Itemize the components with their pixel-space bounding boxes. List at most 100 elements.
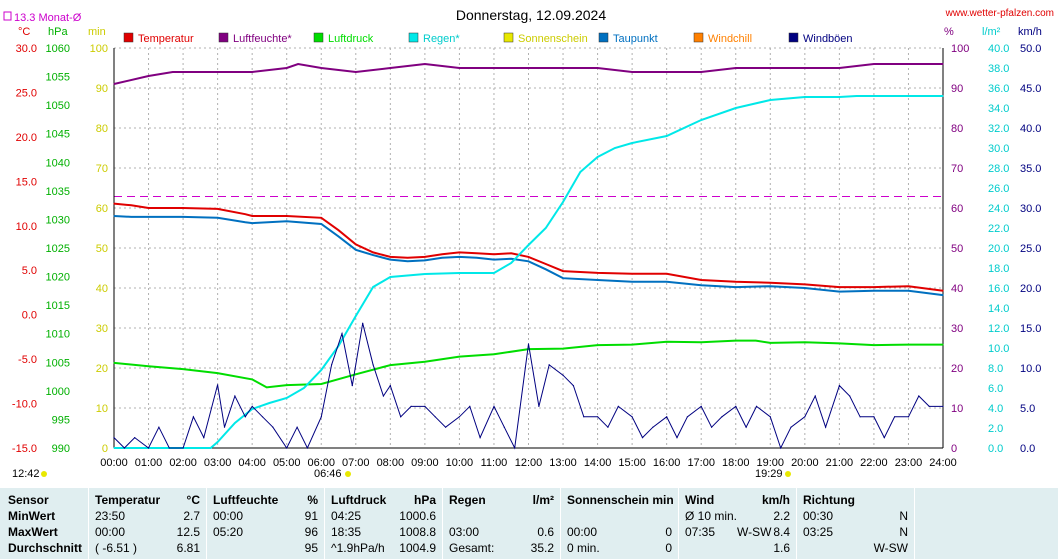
- tick-label-wind: 10.0: [1020, 363, 1041, 375]
- data-point: [614, 147, 616, 149]
- data-point: [458, 256, 460, 258]
- data-point: [158, 426, 160, 428]
- tick-label-pressure: 1050: [46, 100, 70, 112]
- data-point: [113, 215, 115, 217]
- data-point: [476, 257, 478, 259]
- data-point: [503, 426, 505, 428]
- tick-label-time: 18:00: [722, 457, 750, 469]
- tick-label-percent: 60: [951, 203, 963, 215]
- data-point: [389, 364, 391, 366]
- data-point: [676, 437, 678, 439]
- tick-label-pressure: 995: [52, 414, 70, 426]
- data-point: [873, 63, 875, 65]
- data-point: [389, 67, 391, 69]
- data-point: [251, 408, 253, 410]
- data-point: [562, 374, 564, 376]
- tick-label-time: 03:00: [204, 457, 232, 469]
- sunrise-time: 06:46: [314, 468, 342, 480]
- website-link[interactable]: www.wetter-pfalzen.com: [945, 8, 1054, 19]
- tick-label-time: 09:00: [411, 457, 439, 469]
- data-point: [527, 256, 530, 258]
- tick-label-pressure: 1030: [46, 214, 70, 226]
- data-point: [434, 416, 436, 418]
- header-sun: Sonnenschein min: [567, 493, 674, 507]
- data-point: [942, 290, 944, 292]
- table-cell-hum-val: 95: [304, 541, 318, 555]
- data-point: [631, 344, 633, 346]
- data-point: [631, 416, 633, 418]
- tick-label-time: 24:00: [929, 457, 957, 469]
- unit-percent: %: [944, 26, 954, 38]
- data-point: [769, 67, 771, 69]
- data-point: [873, 286, 875, 288]
- table-cell-dir-val: N: [899, 525, 908, 539]
- chart-grid: [113, 47, 944, 449]
- data-point: [123, 447, 125, 449]
- data-point: [362, 322, 364, 324]
- data-point: [458, 67, 460, 69]
- data-point: [337, 235, 340, 237]
- table-divider: [914, 488, 915, 559]
- data-point: [514, 447, 516, 449]
- tick-label-pressure: 1045: [46, 129, 70, 141]
- data-point: [445, 426, 447, 428]
- tick-label-wind: 50.0: [1020, 43, 1041, 55]
- table-cell-hum-val: 91: [304, 509, 318, 523]
- data-point: [510, 252, 512, 254]
- data-point: [700, 341, 702, 343]
- tick-label-rain: 40.0: [988, 43, 1009, 55]
- unit-temp: °C: [18, 26, 30, 38]
- data-point: [424, 361, 426, 363]
- data-point: [424, 256, 426, 258]
- tick-label-wind: 25.0: [1020, 243, 1041, 255]
- header-temp: Temperatur: [95, 493, 161, 507]
- data-point: [147, 75, 150, 77]
- tick-label-temp: 20.0: [16, 132, 37, 144]
- data-point: [538, 405, 540, 407]
- data-point: [790, 426, 792, 428]
- tick-label-minutes: 90: [96, 83, 108, 95]
- data-point: [320, 223, 322, 225]
- table-cell-press-time: 04:25: [331, 509, 362, 523]
- header-press: Luftdruck: [331, 493, 387, 507]
- data-point: [493, 353, 495, 355]
- table-cell-sun-val: 0: [665, 525, 672, 539]
- tick-label-time: 22:00: [860, 457, 888, 469]
- data-point: [203, 437, 205, 439]
- data-point: [735, 281, 737, 283]
- data-point: [769, 285, 771, 287]
- data-point: [942, 405, 944, 407]
- tick-label-time: 15:00: [618, 457, 646, 469]
- data-point: [631, 142, 633, 144]
- data-point: [130, 216, 132, 218]
- data-point: [859, 416, 861, 418]
- tick-label-minutes: 80: [96, 123, 108, 135]
- table-cell-press-time: ^1.9hPa/h: [331, 541, 385, 555]
- data-point: [873, 416, 875, 418]
- tick-label-percent: 70: [951, 163, 963, 175]
- data-point: [579, 171, 581, 173]
- data-point: [804, 416, 806, 418]
- table-divider: [442, 488, 443, 559]
- stats-table: Sensor Temperatur °C Luftfeuchte % Luftd…: [0, 488, 1058, 559]
- tick-label-time: 20:00: [791, 457, 819, 469]
- tick-label-minutes: 20: [96, 363, 108, 375]
- data-point: [372, 364, 374, 366]
- tick-label-rain: 14.0: [988, 303, 1009, 315]
- table-cell-rain-val: 0.6: [537, 525, 554, 539]
- data-point: [572, 385, 575, 387]
- table-divider: [560, 488, 561, 559]
- data-point: [856, 95, 858, 97]
- tick-label-minutes: 50: [96, 243, 108, 255]
- tick-label-wind: 40.0: [1020, 123, 1041, 135]
- data-point: [286, 397, 288, 399]
- sunset-time: 19:29: [755, 468, 783, 480]
- data-point: [562, 67, 564, 69]
- table-cell-hum-val: 96: [304, 525, 318, 539]
- header-dir: Richtung: [803, 493, 855, 507]
- data-point: [583, 416, 585, 418]
- data-point: [711, 426, 713, 428]
- legend-swatch: [598, 32, 609, 43]
- table-cell-wind-val: 2.2: [773, 509, 790, 523]
- data-point: [234, 422, 236, 424]
